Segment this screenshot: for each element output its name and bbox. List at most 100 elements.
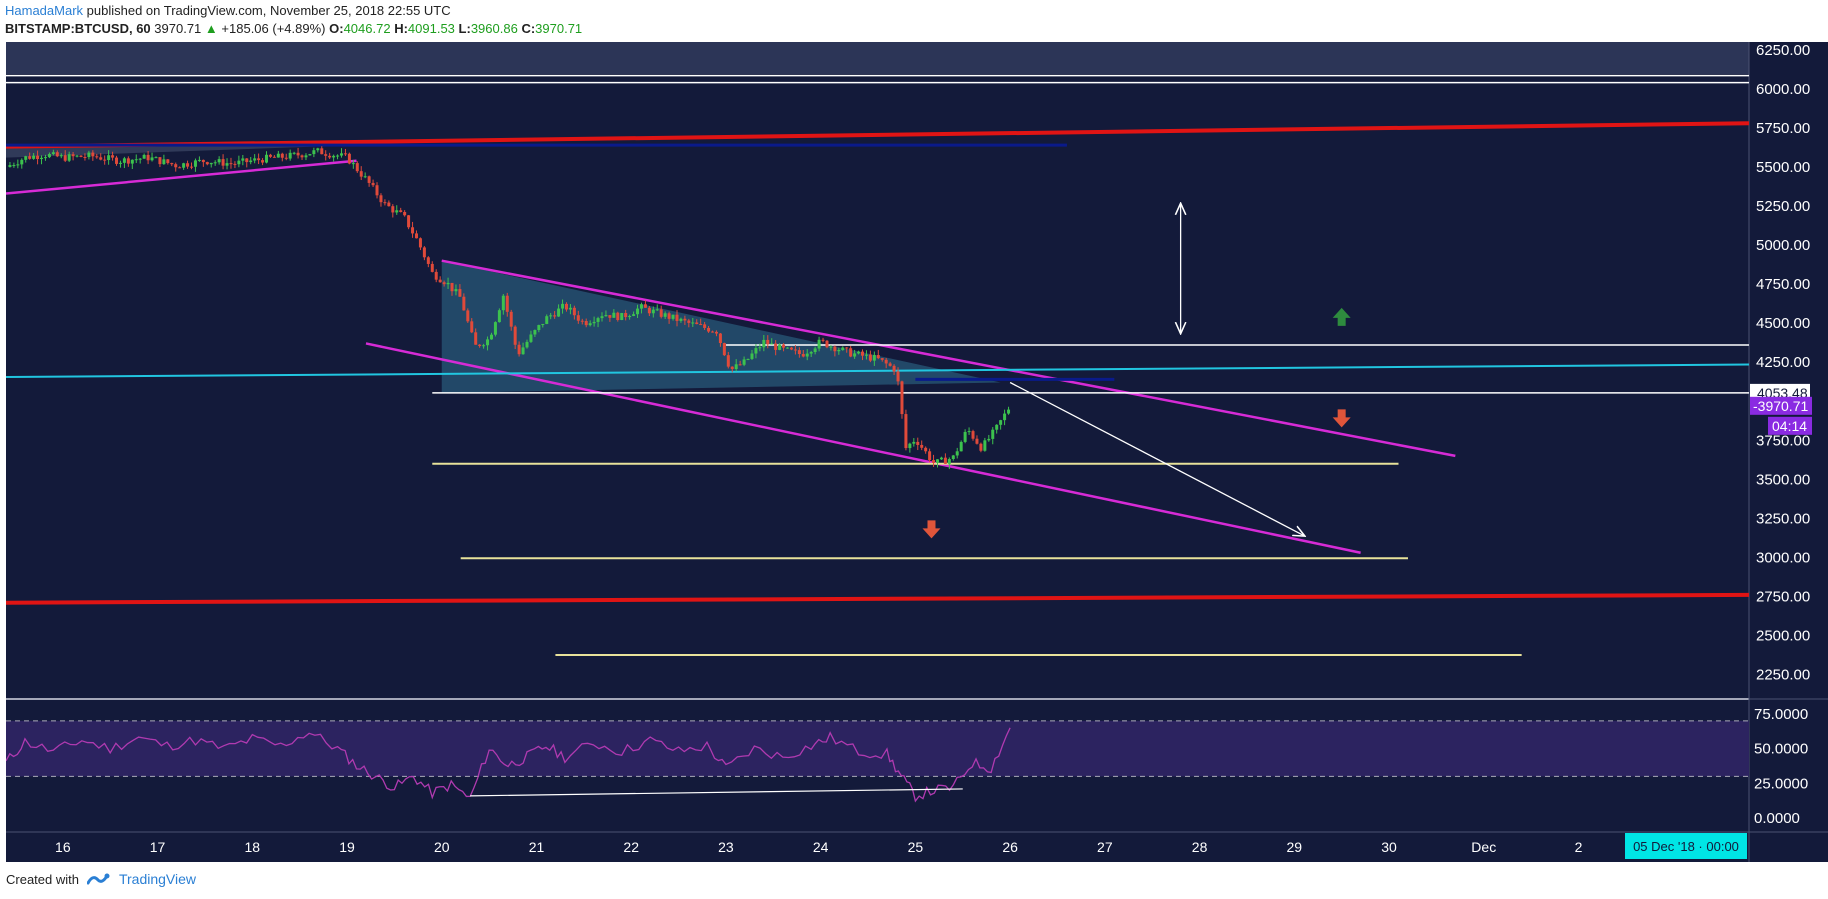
trendline-cyan-5 <box>6 363 1749 379</box>
price-tick-label: 3000.00 <box>1756 549 1810 566</box>
candle-body <box>193 160 197 167</box>
candle-body <box>217 159 221 163</box>
candle-body <box>809 352 813 354</box>
candle-body <box>489 334 493 340</box>
candle-body <box>999 420 1003 425</box>
open-value: 4046.72 <box>343 21 391 36</box>
wedge-shading <box>441 260 1001 393</box>
candle-body <box>955 451 959 456</box>
candle-body <box>829 346 833 348</box>
candle-body <box>40 157 44 160</box>
candle-body <box>59 155 63 157</box>
time-tick-label: 18 <box>245 839 261 855</box>
candle-body <box>864 354 868 356</box>
candle-body <box>399 210 403 213</box>
candle-body <box>821 339 825 341</box>
candle-body <box>395 210 399 213</box>
price-tick-label: 5500.00 <box>1756 159 1810 176</box>
time-tick-label: 21 <box>529 839 545 855</box>
projection-arrow <box>1009 381 1304 535</box>
trendline-magenta-3 <box>365 342 1361 554</box>
candle-body <box>268 154 272 157</box>
candle-body <box>904 414 908 449</box>
time-tick-label: 24 <box>813 839 829 855</box>
down-arrow-icon-19 <box>922 520 941 539</box>
price-tick-label: 4500.00 <box>1756 315 1810 332</box>
candle-body <box>122 158 126 163</box>
candle-body <box>367 176 371 183</box>
close-value: 3970.71 <box>535 21 583 36</box>
candle-body <box>592 321 596 324</box>
candle-body <box>908 443 912 449</box>
high-label: H: <box>394 21 408 36</box>
candle-body <box>328 155 332 158</box>
candle-body <box>438 279 442 283</box>
tradingview-logo-icon <box>86 873 110 885</box>
candle-body <box>521 347 525 355</box>
close-label: C: <box>521 21 536 36</box>
up-triangle-icon: ▲ <box>204 21 218 36</box>
candle-body <box>363 176 367 178</box>
rsi-line <box>6 727 1011 803</box>
tradingview-link[interactable]: TradingView <box>118 871 197 887</box>
price-tick-label: 6000.00 <box>1756 81 1810 98</box>
candle-body <box>651 309 655 314</box>
candle-body <box>312 150 316 155</box>
candle-body <box>166 159 170 164</box>
candle-body <box>857 351 861 354</box>
candle-body <box>486 339 490 346</box>
time-tick-label: 25 <box>908 839 924 855</box>
candle-body <box>845 347 849 349</box>
candle-body <box>892 365 896 372</box>
ohlc-line: BITSTAMP:BTCUSD, 60 3970.71 ▲ +185.06 (+… <box>5 20 582 38</box>
candle-body <box>766 339 770 345</box>
candle-body <box>474 332 478 345</box>
rsi-tick-label: 0.0000 <box>1754 810 1800 827</box>
candle-body <box>900 381 904 415</box>
candle-body <box>833 346 837 352</box>
candle-body <box>683 318 687 321</box>
candle-body <box>493 322 497 335</box>
candle-body <box>253 158 257 161</box>
time-tick-label: 26 <box>1002 839 1018 855</box>
candle-body <box>880 358 884 360</box>
candle-body <box>628 315 632 318</box>
candle-body <box>576 315 580 321</box>
candle-body <box>150 157 154 161</box>
candle-body <box>718 333 722 344</box>
candle-body <box>659 309 663 317</box>
candle-body <box>987 438 991 441</box>
candle-body <box>162 159 166 165</box>
candle-body <box>284 157 288 159</box>
candle-body <box>87 152 91 158</box>
candle-body <box>786 347 790 349</box>
trendline-magenta-4 <box>6 159 357 195</box>
candle-body <box>146 154 150 161</box>
candle-body <box>233 163 237 165</box>
candle-body <box>375 185 379 196</box>
candle-body <box>257 158 261 161</box>
candle-body <box>391 206 395 213</box>
time-tick-label: 19 <box>339 839 355 855</box>
candle-body <box>158 157 162 165</box>
candle-body <box>434 271 438 280</box>
candle-body <box>711 331 715 333</box>
candle-body <box>991 429 995 439</box>
open-label: O: <box>329 21 344 36</box>
candle-body <box>707 327 711 332</box>
author-link[interactable]: HamadaMark <box>5 3 84 18</box>
candle-body <box>245 158 249 163</box>
candle-body <box>170 163 174 165</box>
time-tick-label: 27 <box>1097 839 1113 855</box>
low-value: 3960.86 <box>470 21 518 36</box>
candle-body <box>24 156 28 160</box>
candle-body <box>79 155 83 157</box>
candle-body <box>568 307 572 310</box>
time-tick-label: 17 <box>150 839 166 855</box>
candle-body <box>841 347 845 350</box>
candle-body <box>932 460 936 463</box>
candle-body <box>371 182 375 186</box>
candle-body <box>351 163 355 165</box>
candle-body <box>545 316 549 324</box>
